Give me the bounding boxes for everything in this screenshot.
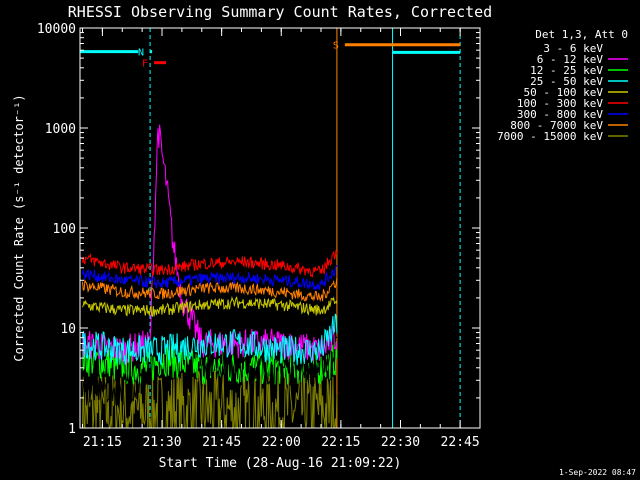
x-tick-label-1: 21:30 — [142, 435, 181, 450]
axes: 1 10 100 1000 10000 21:15 21:30 21:45 22:00 22:15… — [37, 22, 481, 450]
state-bar-label-3: S — [333, 41, 339, 52]
x-tick-label-3: 22:00 — [262, 435, 301, 450]
chart-title: RHESSI Observing Summary Count Rates, Co… — [68, 3, 492, 21]
x-tick-label-2: 21:45 — [202, 435, 241, 450]
legend-label-2: 12 - 25 keV — [530, 64, 603, 77]
legend-label-8: 7000 - 15000 keV — [497, 130, 603, 143]
legend-label-5: 100 - 300 keV — [517, 97, 603, 110]
series-line-5 — [82, 249, 338, 278]
legend-label-7: 800 - 7000 keV — [510, 119, 603, 132]
legend-label-6: 300 - 800 keV — [517, 108, 603, 121]
footer-date: 1-Sep-2022 08:47 — [559, 468, 636, 477]
legend-label-3: 25 - 50 keV — [530, 75, 603, 88]
series-line-6 — [82, 264, 338, 292]
y-tick-label-3: 1000 — [45, 122, 76, 137]
plot-area: NF S — [80, 28, 461, 430]
series-line-7 — [82, 277, 338, 303]
series-line-8 — [82, 369, 338, 430]
y-axis-label: Corrected Count Rate (s⁻¹ detector⁻¹) — [12, 94, 26, 361]
x-tick-label-0: 21:15 — [83, 435, 122, 450]
state-bar-label-2: F — [142, 59, 148, 70]
series-line-4 — [82, 296, 338, 318]
x-axis-label: Start Time (28-Aug-16 21:09:22) — [159, 456, 402, 471]
legend-label-1: 6 - 12 keV — [537, 53, 604, 66]
y-tick-label-1: 10 — [60, 322, 76, 337]
y-tick-label-0: 1 — [68, 422, 76, 437]
legend-label-4: 50 - 100 keV — [524, 86, 604, 99]
series-line-0 — [82, 148, 338, 406]
state-bar-label-1: N — [138, 48, 144, 59]
x-tick-label-5: 22:30 — [381, 435, 420, 450]
legend-header: Det 1,3, Att 0 — [535, 28, 628, 41]
y-tick-label-4: 10000 — [37, 22, 76, 37]
x-tick-label-4: 22:15 — [321, 435, 360, 450]
series-line-3 — [82, 313, 338, 366]
legend-label-0: 3 - 6 keV — [543, 42, 603, 55]
x-tick-label-6: 22:45 — [441, 435, 480, 450]
y-tick-label-2: 100 — [53, 222, 76, 237]
